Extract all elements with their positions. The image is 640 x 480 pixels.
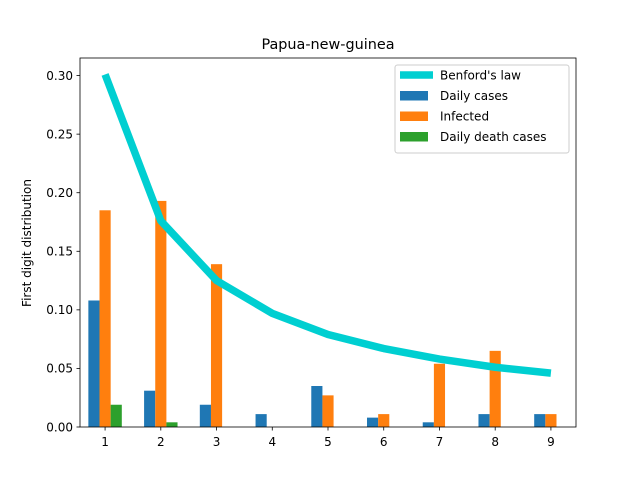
bar-infected-8 (489, 350, 501, 427)
bar-infected-2 (155, 200, 167, 427)
x-tick-label-3: 3 (213, 435, 221, 449)
legend-swatch-daily-death-cases (400, 132, 428, 142)
y-tick-label-0.20: 0.20 (46, 186, 73, 200)
bar-infected-1 (99, 210, 111, 427)
legend-label-daily-cases: Daily cases (440, 89, 508, 103)
bar-infected-7 (433, 363, 446, 427)
bar-daily-cases-9 (534, 414, 546, 427)
legend-frame (394, 64, 570, 154)
legend: Benford's law Daily cases Infected Daily de… (394, 64, 570, 154)
legend-swatch-infected (400, 111, 428, 121)
x-tick-label-1: 1 (101, 435, 109, 449)
plot-area: 1 2 3 4 5 6 7 8 9 0.00 0.05 0.10 0.15 0.20 0.25 0.30 (46, 57, 577, 449)
bar-infected-9 (545, 414, 557, 427)
y-tick-label-0.30: 0.30 (46, 69, 73, 83)
y-tick-label-0.10: 0.10 (46, 303, 73, 317)
legend-label-benford-s-law: Benford's law (440, 69, 521, 83)
benford-line (101, 73, 552, 377)
y-tick-label-0.00: 0.00 (46, 420, 73, 434)
x-tick-label-5: 5 (324, 435, 332, 449)
bar-infected-3 (210, 264, 223, 427)
bar-infected-5 (322, 395, 334, 427)
x-tick-label-9: 9 (547, 435, 555, 449)
x-tick-label-4: 4 (268, 435, 276, 449)
bar-daily-cases-3 (199, 404, 211, 427)
bar-daily-death-cases-1 (110, 404, 122, 427)
bar-daily-cases-6 (367, 417, 379, 427)
x-tick-label-2: 2 (157, 435, 165, 449)
legend-label-infected: Infected (440, 110, 489, 124)
y-tick-label-0.05: 0.05 (46, 362, 73, 376)
legend-swatch-daily-cases (400, 91, 428, 101)
bar-infected-6 (378, 414, 390, 427)
chart-title: Papua-new-guinea (261, 37, 394, 53)
x-tick-label-7: 7 (436, 435, 444, 449)
bar-daily-death-cases-2 (166, 422, 178, 427)
x-tick-label-6: 6 (380, 435, 388, 449)
y-tick-label-0.25: 0.25 (46, 127, 73, 141)
x-tick-label-8: 8 (491, 435, 499, 449)
bar-daily-cases-7 (422, 422, 434, 427)
bar-daily-cases-4 (255, 414, 267, 427)
y-axis-label: First digit distribution (20, 179, 34, 307)
legend-label-daily-death-cases: Daily death cases (440, 130, 547, 144)
bar-daily-cases-8 (478, 414, 490, 427)
bar-daily-cases-2 (144, 390, 156, 427)
y-tick-label-0.15: 0.15 (46, 245, 73, 259)
bar-daily-cases-5 (311, 386, 323, 427)
bar-daily-cases-1 (88, 300, 100, 427)
